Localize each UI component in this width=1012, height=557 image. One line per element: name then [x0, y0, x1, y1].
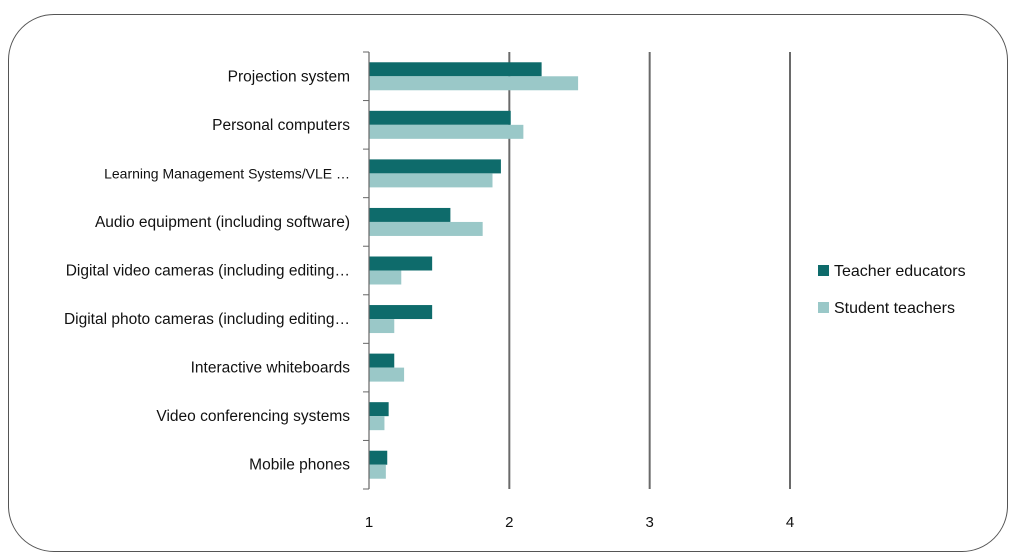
category-label-3: Audio equipment (including software)	[95, 214, 350, 231]
bar-student-teachers-5	[369, 319, 395, 334]
bars	[369, 62, 579, 479]
bar-student-teachers-8	[369, 464, 386, 479]
x-tick-labels: 1 2 3 4	[365, 514, 794, 531]
category-label-2: Learning Management Systems/VLE …	[104, 165, 350, 181]
bar-student-teachers-3	[369, 221, 483, 236]
bar-teacher-educators-4	[369, 256, 433, 271]
bar-teacher-educators-3	[369, 207, 451, 222]
legend-swatch-teacher-educators	[818, 265, 829, 276]
bar-student-teachers-4	[369, 270, 402, 285]
x-tick-label-3: 3	[645, 514, 653, 531]
bar-student-teachers-6	[369, 367, 405, 382]
bar-student-teachers-0	[369, 76, 579, 91]
legend-label-teacher-educators: Teacher educators	[834, 263, 966, 280]
bar-teacher-educators-7	[369, 402, 389, 417]
legend-label-student-teachers: Student teachers	[834, 300, 955, 317]
bar-teacher-educators-5	[369, 305, 433, 320]
bar-teacher-educators-2	[369, 159, 501, 174]
bar-teacher-educators-8	[369, 450, 388, 465]
chart-frame	[8, 14, 1008, 552]
x-tick-label-1: 1	[365, 514, 373, 531]
category-label-7: Video conferencing systems	[156, 408, 350, 425]
bar-teacher-educators-1	[369, 110, 511, 125]
category-label-0: Projection system	[228, 68, 350, 85]
legend: Teacher educators Student teachers	[818, 263, 966, 317]
bar-student-teachers-1	[369, 124, 524, 139]
category-label-5: Digital photo cameras (including editing…	[64, 311, 350, 328]
bar-teacher-educators-6	[369, 353, 395, 368]
bar-student-teachers-7	[369, 416, 385, 431]
x-tick-label-4: 4	[786, 514, 794, 531]
y-axis	[363, 51, 370, 490]
bar-teacher-educators-0	[369, 62, 542, 77]
category-label-8: Mobile phones	[249, 457, 350, 474]
category-label-1: Personal computers	[212, 117, 350, 134]
category-label-6: Interactive whiteboards	[191, 360, 351, 377]
legend-swatch-student-teachers	[818, 302, 829, 313]
gridlines	[508, 52, 791, 489]
category-labels: Projection system Personal computers Learn…	[64, 68, 350, 473]
category-label-4: Digital video cameras (including editing…	[66, 263, 350, 280]
x-tick-label-2: 2	[505, 514, 513, 531]
bar-student-teachers-2	[369, 173, 493, 188]
